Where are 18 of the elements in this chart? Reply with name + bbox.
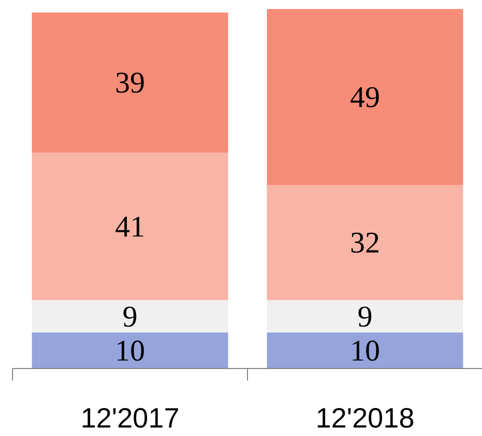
data-label: 32 — [350, 226, 380, 260]
data-label: 10 — [115, 334, 145, 368]
data-label: 10 — [350, 334, 380, 368]
data-label: 39 — [115, 66, 145, 100]
data-label: 9 — [358, 300, 372, 334]
bar — [266, 8, 464, 186]
data-label: 41 — [115, 210, 145, 244]
x-tick-label: 12'2017 — [80, 402, 180, 434]
bar — [32, 300, 228, 333]
data-label: 49 — [350, 81, 380, 114]
bar — [32, 152, 228, 300]
bar — [32, 12, 228, 153]
x-tick-label: 12'2018 — [316, 402, 414, 434]
data-label: 9 — [122, 300, 138, 334]
bar — [32, 332, 228, 368]
bar — [266, 300, 464, 333]
bar — [266, 185, 464, 300]
bar — [266, 332, 464, 368]
